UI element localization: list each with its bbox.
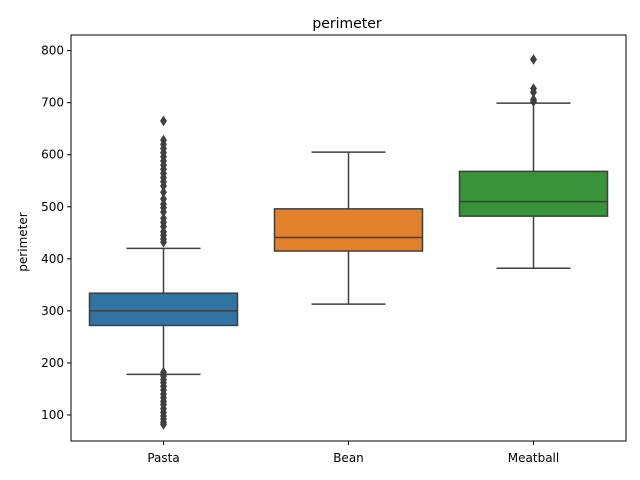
plot-area: 100 200 300 400 500 600 700 800 Pasta Bean Meatbal… [41,34,627,465]
y-tick-label: 600 [41,148,64,162]
y-tick-label: 300 [41,304,64,318]
pasta-box [88,292,239,327]
x-tick-label: Meatball [508,451,559,465]
meatball-outlier [530,96,537,108]
y-tick-label: 400 [41,252,64,266]
plot-frame [70,34,627,442]
bean-box [273,208,424,252]
y-tick-label: 800 [41,44,64,58]
y-tick-label: 700 [41,96,64,110]
pasta-outlier [160,236,167,248]
meatball-box [458,170,609,217]
y-tick-label: 100 [41,408,64,422]
chart-title: perimeter [312,16,381,32]
pasta-outlier [160,418,167,430]
meatball-outlier [530,54,537,65]
x-tick-label: Pasta [147,451,179,465]
pasta-outlier [160,115,167,127]
y-tick-label: 200 [41,356,64,370]
x-tick-label: Bean [333,451,364,465]
y-tick-label: 500 [41,200,64,214]
y-axis-label: perimeter [16,212,30,271]
